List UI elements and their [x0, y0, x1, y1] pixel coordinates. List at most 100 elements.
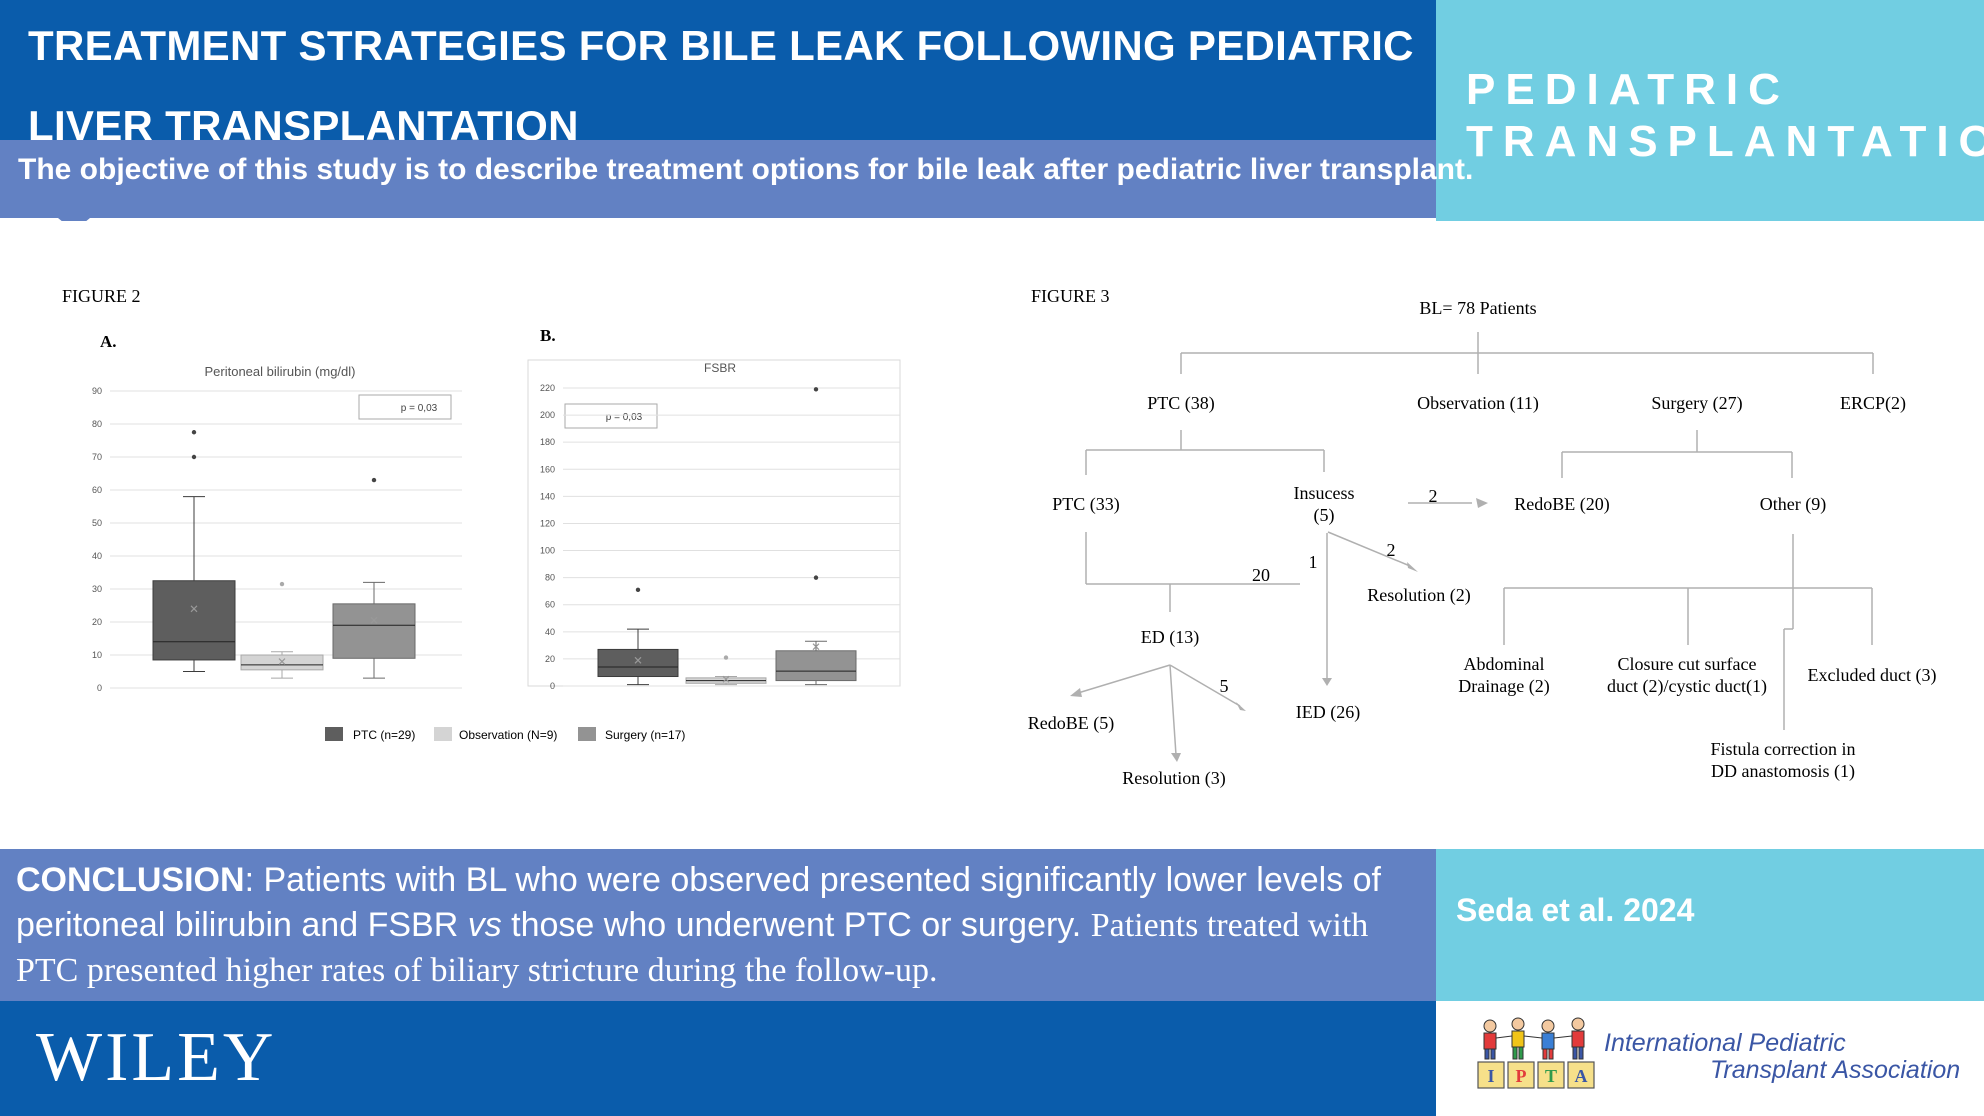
- conclusion-part2: those who underwent PTC or surgery.: [501, 906, 1091, 944]
- panel-a-ytick-label: 50: [92, 518, 102, 528]
- panel-a-box: [152, 580, 236, 661]
- node-insucess-line2: (5): [1314, 505, 1335, 526]
- edge-label-ed-to-ied: 5: [1220, 676, 1229, 696]
- conclusion-lead: CONCLUSION: [16, 861, 245, 899]
- flowchart-arrowheads: [1070, 498, 1488, 762]
- figure3-label: FIGURE 3: [1031, 286, 1110, 306]
- node-root: BL= 78 Patients: [1419, 298, 1536, 318]
- panel-b-ytick-label: 100: [540, 546, 555, 556]
- node-resolution-2: Resolution (2): [1367, 585, 1471, 606]
- ipta-letter-t: T: [1545, 1066, 1557, 1086]
- panel-b-ytick-label: 140: [540, 491, 555, 501]
- node-fistula-line1: Fistula correction in: [1711, 739, 1856, 759]
- node-ercp-2: ERCP(2): [1840, 393, 1906, 414]
- ipta-name: International Pediatric Transplant Assoc…: [1604, 1030, 1960, 1084]
- node-excluded-duct: Excluded duct (3): [1808, 665, 1937, 686]
- ipta-letter-a: A: [1575, 1066, 1588, 1086]
- flowchart-lines: [1077, 332, 1874, 756]
- journal-band: [1436, 0, 1984, 221]
- panel-b-outlier: [813, 387, 819, 392]
- figures-svg: FIGURE 2 A. Peritoneal bilirubin (mg/dl)…: [62, 286, 1937, 789]
- node-closure-line1: Closure cut surface: [1618, 654, 1757, 674]
- panel-b-box: [597, 648, 679, 678]
- node-redobe-5: RedoBE (5): [1028, 713, 1114, 734]
- panel-b-boxes: [597, 387, 857, 686]
- panel-a-outlier: [191, 430, 197, 435]
- node-redobe-20: RedoBE (20): [1514, 494, 1609, 515]
- node-other-9: Other (9): [1760, 494, 1826, 515]
- edge-label-to-res2: 2: [1387, 540, 1396, 560]
- panel-a-ytick-label: 30: [92, 584, 102, 594]
- panel-a: A. Peritoneal bilirubin (mg/dl) p = 0,03…: [92, 332, 462, 693]
- panel-b-mean-marker: [722, 675, 730, 683]
- panel-b-box: [775, 650, 857, 682]
- panel-b-ytick-label: 180: [540, 437, 555, 447]
- figures-area: FIGURE 2 A. Peritoneal bilirubin (mg/dl)…: [0, 221, 1984, 849]
- wiley-logo: WILEY: [36, 1019, 277, 1096]
- panel-a-boxes: [152, 430, 416, 679]
- panel-a-mean-marker: [370, 616, 378, 624]
- edge-label-to-ied: 1: [1309, 552, 1318, 572]
- panel-b-mean-marker: [634, 656, 642, 664]
- panel-b-yticks: 0 20 40 60 80 100 120 140 160 180 200 220: [540, 383, 555, 691]
- node-observation-11: Observation (11): [1417, 393, 1539, 414]
- objective-band: [0, 140, 1436, 218]
- legend-swatch-ptc: [325, 727, 343, 741]
- edge-label-to-ed: 20: [1252, 565, 1270, 585]
- node-ied-26: IED (26): [1296, 702, 1360, 723]
- conclusion-part3: Patients treated with PTC presented high…: [16, 907, 1369, 989]
- footer-band: [0, 1001, 1436, 1116]
- panel-b-outlier: [723, 655, 729, 660]
- panel-b-ytick-label: 220: [540, 383, 555, 393]
- panel-a-ytick-label: 10: [92, 650, 102, 660]
- panel-a-outlier: [371, 477, 377, 483]
- conclusion-vs: vs: [467, 906, 502, 944]
- panel-b-ytick-label: 20: [545, 654, 555, 664]
- panel-b-outlier: [813, 575, 819, 580]
- panel-b-outlier: [635, 587, 641, 593]
- objective-text: The objective of this study is to descri…: [18, 153, 1474, 186]
- panel-b-ytick-label: 60: [545, 600, 555, 610]
- node-surgery-27: Surgery (27): [1651, 393, 1742, 414]
- node-insucess-line1: Insucess: [1294, 483, 1355, 503]
- panel-b-ytick-label: 200: [540, 410, 555, 420]
- conclusion-part1: : Patients with BL who were observed pre…: [16, 861, 1381, 944]
- node-closure-line2: duct (2)/cystic duct(1): [1607, 676, 1767, 697]
- figure2-legend: PTC (n=29) Observation (N=9) Surgery (n=…: [325, 727, 685, 742]
- legend-swatch-surgery: [578, 727, 596, 741]
- legend-label-surgery: Surgery (n=17): [605, 728, 685, 742]
- node-fistula-line2: DD anastomosis (1): [1711, 761, 1855, 782]
- ipta-line-1: International Pediatric: [1604, 1029, 1846, 1057]
- node-abdominal-line2: Drainage (2): [1458, 676, 1549, 697]
- panel-a-ytick-label: 70: [92, 452, 102, 462]
- ipta-logo-icon: I P T A: [1477, 1017, 1595, 1089]
- header-band: [0, 0, 1436, 140]
- node-ptc-38: PTC (38): [1147, 393, 1215, 414]
- node-abdominal-line1: Abdominal: [1464, 654, 1545, 674]
- conclusion-text: CONCLUSION: Patients with BL who were ob…: [16, 858, 1426, 993]
- panel-b-title: FSBR: [704, 361, 736, 375]
- panel-a-pvalue-box: [358, 394, 452, 420]
- panel-a-ytick-label: 0: [97, 683, 102, 693]
- journal-name: PEDIATRIC TRANSPLANTATION: [1466, 64, 1984, 168]
- panel-b-ytick-label: 160: [540, 464, 555, 474]
- panel-b-pvalue: p = 0,03: [606, 412, 643, 423]
- panel-a-outlier: [191, 454, 197, 460]
- panel-a-ytick-label: 40: [92, 551, 102, 561]
- legend-swatch-observation: [434, 727, 452, 741]
- citation-band: [1436, 849, 1984, 1001]
- node-resolution-3: Resolution (3): [1122, 768, 1226, 789]
- ipta-line-2: Transplant Association: [1710, 1056, 1961, 1084]
- edge-label-to-redobe20: 2: [1429, 486, 1438, 506]
- node-ed-13: ED (13): [1141, 627, 1199, 648]
- legend-label-ptc: PTC (n=29): [353, 728, 415, 742]
- panel-a-outlier: [279, 581, 285, 587]
- panel-a-ytick-label: 60: [92, 485, 102, 495]
- panel-a-ytick-label: 90: [92, 386, 102, 396]
- panel-b-letter: B.: [540, 326, 556, 345]
- panel-a-mean-marker: [278, 658, 286, 666]
- conclusion-band: [0, 849, 1436, 1001]
- title-line-1: TREATMENT STRATEGIES FOR BILE LEAK FOLLO…: [28, 22, 1414, 69]
- panel-a-ytick-label: 20: [92, 617, 102, 627]
- journal-line-1: PEDIATRIC: [1466, 65, 1790, 114]
